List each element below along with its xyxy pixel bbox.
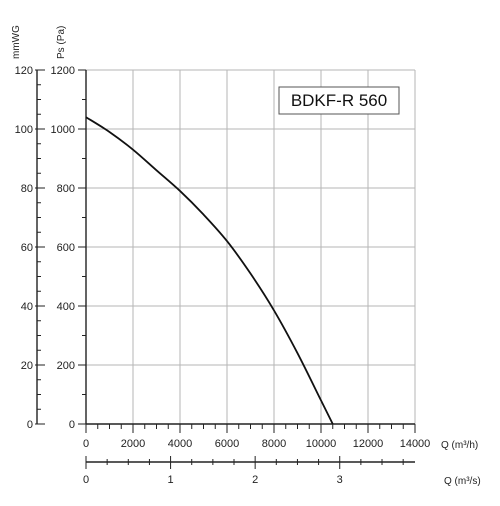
model-annotation: BDKF-R 560 — [278, 86, 400, 115]
pa-tick-label: 400 — [57, 301, 75, 313]
pa-tick-label: 0 — [69, 419, 75, 431]
pa-axis-title: Ps (Pa) — [56, 26, 67, 59]
q-m3h-axis-title: Q (m³/h) — [441, 440, 478, 451]
mmwg-tick-label: 0 — [27, 419, 33, 431]
mmwg-tick-label: 20 — [21, 360, 33, 372]
q-m3s-tick-label: 3 — [337, 474, 343, 486]
q-m3s-tick-label: 1 — [168, 474, 174, 486]
q-m3h-tick-label: 0 — [83, 438, 89, 450]
q-m3h-tick-label: 12000 — [353, 438, 384, 450]
mmwg-axis-title: mmWG — [11, 25, 22, 59]
mmwg-tick-label: 100 — [15, 124, 33, 136]
q-m3s-axis-title: Q (m³/s) — [444, 476, 481, 487]
fan-curve-series — [85, 116, 334, 425]
q-m3s-tick-label: 0 — [83, 474, 89, 486]
mmwg-tick-label: 80 — [21, 183, 33, 195]
pa-tick-label: 1200 — [51, 65, 75, 77]
ticks — [35, 69, 416, 469]
q-m3h-tick-label: 4000 — [168, 438, 192, 450]
model-label: BDKF-R 560 — [291, 91, 387, 110]
q-m3s-tick-label: 2 — [252, 474, 258, 486]
mmwg-tick-label: 40 — [21, 301, 33, 313]
q-m3h-tick-label: 14000 — [400, 438, 431, 450]
pa-tick-label: 200 — [57, 360, 75, 372]
q-m3h-tick-label: 2000 — [121, 438, 145, 450]
mmwg-tick-label: 60 — [21, 242, 33, 254]
model-label-box — [278, 86, 400, 115]
q-m3h-tick-label: 10000 — [306, 438, 337, 450]
pa-tick-label: 1000 — [51, 124, 75, 136]
mmwg-tick-label: 120 — [15, 65, 33, 77]
q-m3h-tick-label: 8000 — [262, 438, 286, 450]
pa-tick-label: 800 — [57, 183, 75, 195]
grid — [85, 69, 416, 425]
pa-tick-label: 600 — [57, 242, 75, 254]
q-m3h-tick-label: 6000 — [215, 438, 239, 450]
